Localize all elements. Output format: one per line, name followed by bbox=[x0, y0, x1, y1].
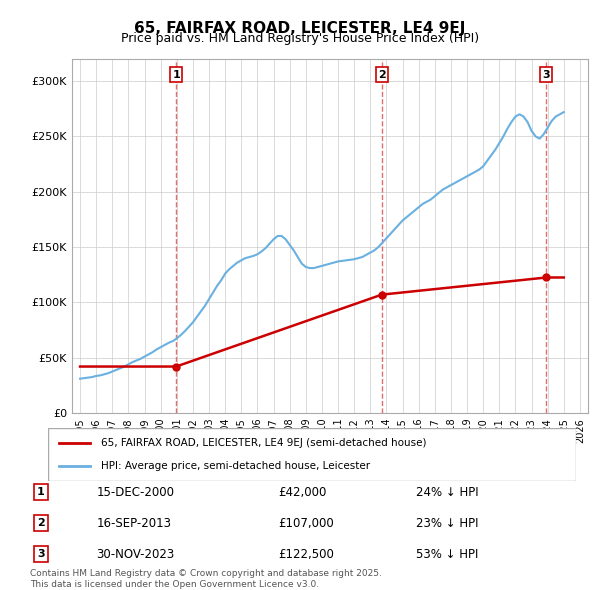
Text: 65, FAIRFAX ROAD, LEICESTER, LE4 9EJ (semi-detached house): 65, FAIRFAX ROAD, LEICESTER, LE4 9EJ (se… bbox=[101, 438, 426, 448]
Text: 23% ↓ HPI: 23% ↓ HPI bbox=[416, 516, 479, 530]
Text: HPI: Average price, semi-detached house, Leicester: HPI: Average price, semi-detached house,… bbox=[101, 461, 370, 471]
Text: 3: 3 bbox=[37, 549, 45, 559]
Text: 15-DEC-2000: 15-DEC-2000 bbox=[96, 486, 174, 499]
Text: 24% ↓ HPI: 24% ↓ HPI bbox=[416, 486, 479, 499]
Text: 53% ↓ HPI: 53% ↓ HPI bbox=[416, 548, 479, 560]
Text: Contains HM Land Registry data © Crown copyright and database right 2025.
This d: Contains HM Land Registry data © Crown c… bbox=[30, 569, 382, 589]
Text: 16-SEP-2013: 16-SEP-2013 bbox=[96, 516, 171, 530]
Text: £42,000: £42,000 bbox=[278, 486, 327, 499]
Text: 30-NOV-2023: 30-NOV-2023 bbox=[96, 548, 175, 560]
Text: 3: 3 bbox=[542, 70, 550, 80]
Text: Price paid vs. HM Land Registry's House Price Index (HPI): Price paid vs. HM Land Registry's House … bbox=[121, 32, 479, 45]
Text: 2: 2 bbox=[37, 518, 45, 528]
FancyBboxPatch shape bbox=[48, 428, 576, 481]
Text: 1: 1 bbox=[172, 70, 180, 80]
Text: 65, FAIRFAX ROAD, LEICESTER, LE4 9EJ: 65, FAIRFAX ROAD, LEICESTER, LE4 9EJ bbox=[134, 21, 466, 35]
Text: 1: 1 bbox=[37, 487, 45, 497]
Text: 2: 2 bbox=[378, 70, 386, 80]
Text: £107,000: £107,000 bbox=[278, 516, 334, 530]
Text: £122,500: £122,500 bbox=[278, 548, 334, 560]
